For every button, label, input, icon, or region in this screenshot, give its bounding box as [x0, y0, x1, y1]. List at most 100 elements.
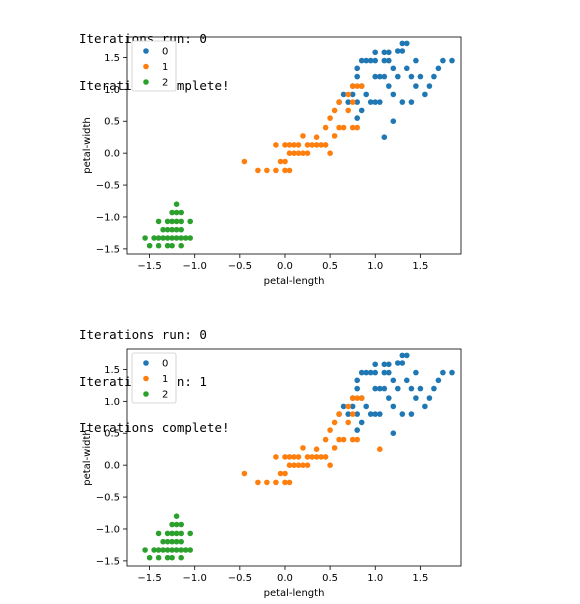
- data-point-series-0: [354, 99, 361, 105]
- data-point-series-0: [386, 57, 392, 64]
- data-point-series-1: [349, 395, 356, 401]
- x-tick-label: 0.5: [322, 261, 338, 272]
- data-point-series-1: [313, 446, 320, 452]
- data-point-series-2: [169, 242, 175, 249]
- data-point-series-2: [187, 530, 193, 537]
- data-point-series-2: [164, 547, 171, 553]
- data-point-series-0: [386, 83, 392, 89]
- data-point-series-2: [169, 218, 175, 225]
- y-tick-label: −1.5: [96, 556, 120, 567]
- data-point-series-2: [142, 235, 148, 241]
- data-point-series-0: [395, 385, 401, 392]
- data-point-series-0: [367, 411, 374, 417]
- data-point-series-2: [169, 530, 175, 537]
- data-point-series-1: [354, 124, 361, 131]
- data-point-series-0: [381, 73, 388, 80]
- data-point-series-0: [440, 57, 446, 64]
- legend-marker-1: [143, 63, 149, 70]
- data-point-series-2: [182, 547, 189, 553]
- data-point-series-2: [142, 547, 148, 553]
- data-point-series-0: [372, 385, 379, 392]
- data-point-series-1: [304, 150, 311, 156]
- data-point-series-0: [408, 99, 415, 105]
- data-point-series-0: [372, 361, 379, 368]
- data-point-series-2: [173, 521, 180, 528]
- data-point-series-1: [291, 142, 297, 148]
- x-tick-label: −1.0: [183, 261, 207, 272]
- data-point-series-0: [377, 73, 383, 80]
- data-point-series-0: [340, 403, 347, 410]
- data-point-series-1: [255, 479, 261, 486]
- data-point-series-2: [173, 538, 180, 545]
- data-point-series-0: [431, 73, 437, 80]
- data-point-series-0: [404, 352, 410, 359]
- data-point-series-0: [413, 395, 419, 401]
- data-point-series-0: [399, 40, 406, 47]
- data-point-series-2: [182, 235, 189, 241]
- y-tick-label: 1.0: [104, 397, 120, 408]
- data-point-series-2: [155, 218, 162, 225]
- data-point-series-1: [345, 107, 352, 114]
- data-point-series-1: [349, 411, 356, 417]
- data-point-series-1: [336, 436, 342, 443]
- data-point-series-2: [187, 547, 193, 553]
- legend-box: [131, 352, 177, 404]
- data-point-series-0: [381, 361, 388, 368]
- data-point-series-2: [169, 521, 175, 528]
- data-point-series-0: [354, 73, 361, 80]
- data-point-series-0: [345, 411, 352, 417]
- data-point-series-0: [417, 385, 424, 392]
- data-point-series-1: [282, 158, 288, 165]
- data-point-series-2: [151, 235, 157, 241]
- data-point-series-1: [273, 142, 279, 148]
- data-point-series-1: [304, 142, 311, 148]
- data-point-series-1: [322, 124, 329, 131]
- data-point-series-0: [381, 57, 388, 64]
- data-point-series-2: [178, 226, 184, 233]
- data-point-series-1: [349, 99, 356, 105]
- data-point-series-1: [282, 470, 288, 477]
- data-point-series-1: [291, 150, 297, 156]
- data-point-series-1: [349, 124, 356, 131]
- data-point-series-0: [386, 49, 392, 56]
- data-point-series-2: [173, 235, 180, 241]
- data-point-series-0: [381, 49, 388, 56]
- data-point-series-2: [178, 554, 184, 561]
- legend-marker-0: [143, 360, 149, 366]
- data-point-series-0: [390, 91, 397, 98]
- x-axis-label: petal-length: [264, 276, 325, 287]
- data-point-series-1: [264, 479, 270, 486]
- y-tick-label: 1.0: [104, 85, 120, 96]
- data-point-series-1: [273, 479, 279, 486]
- data-point-series-2: [169, 235, 175, 241]
- data-point-series-0: [408, 411, 415, 417]
- data-point-series-0: [367, 369, 374, 376]
- data-point-series-2: [160, 235, 166, 241]
- data-point-series-1: [300, 133, 306, 139]
- data-point-series-0: [404, 377, 410, 384]
- data-point-series-1: [286, 150, 293, 156]
- data-point-series-0: [358, 419, 365, 426]
- data-point-series-0: [381, 385, 388, 392]
- y-tick-label: 1.5: [104, 53, 120, 64]
- data-point-series-0: [435, 377, 442, 384]
- x-tick-label: 0.0: [277, 573, 293, 584]
- data-point-series-2: [173, 209, 180, 216]
- data-point-series-0: [363, 369, 370, 376]
- plot-frame: [126, 36, 462, 255]
- data-point-series-0: [449, 369, 455, 376]
- legend-label-1: 1: [162, 374, 168, 385]
- data-point-series-1: [286, 167, 293, 174]
- data-point-series-1: [282, 142, 288, 148]
- x-tick-label: −1.0: [183, 573, 207, 584]
- data-point-series-1: [327, 427, 333, 433]
- data-point-series-1: [300, 445, 306, 451]
- data-point-series-0: [399, 360, 406, 366]
- y-tick-label: −1.0: [96, 524, 120, 535]
- data-point-series-0: [399, 99, 406, 105]
- data-point-series-0: [349, 403, 356, 410]
- log-line: Iterations complete!: [79, 420, 230, 435]
- data-point-series-2: [155, 554, 162, 561]
- data-point-series-2: [173, 201, 180, 207]
- data-point-series-1: [282, 167, 288, 174]
